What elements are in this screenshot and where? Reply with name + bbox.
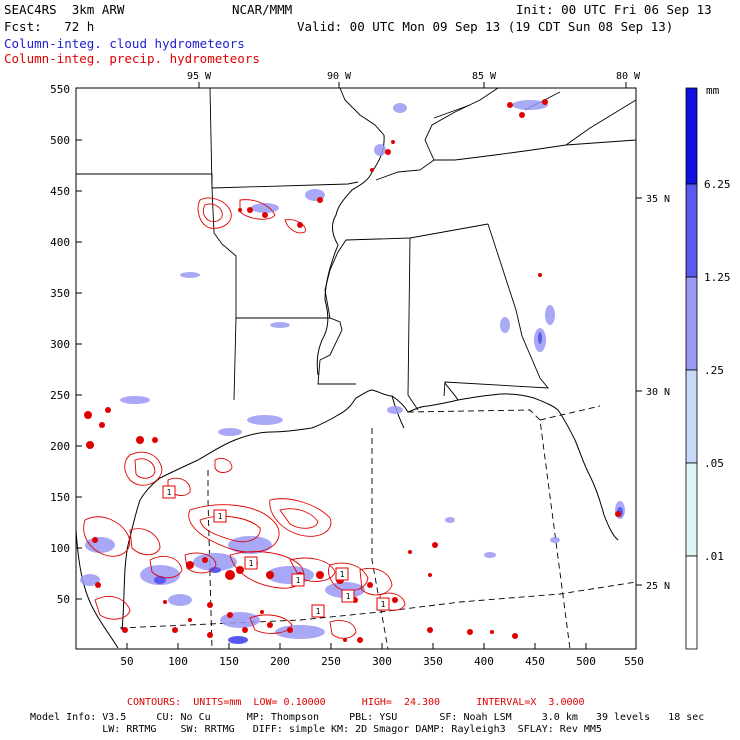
contour-label: 1: [249, 559, 254, 568]
x-tick-label: 400: [474, 655, 494, 668]
contour-label: 1: [296, 576, 301, 585]
contour-info: CONTOURS: UNITS=mm LOW= 0.10000 HIGH= 24…: [127, 697, 585, 708]
y-tick-label: 300: [50, 338, 70, 351]
x-tick-label: 550: [624, 655, 644, 668]
lat-label: 35 N: [646, 194, 670, 205]
y-tick-label: 500: [50, 134, 70, 147]
colorbar-label: .01: [704, 550, 724, 563]
y-tick-label: 400: [50, 236, 70, 249]
x-axis-ticks: [75, 88, 587, 649]
contour-label: 1: [218, 512, 223, 521]
x-tick-label: 450: [525, 655, 545, 668]
colorbar-label: 1.25: [704, 271, 731, 284]
map-frame: [75, 87, 637, 650]
colorbar-swatch: [685, 369, 698, 464]
y-tick-label: 250: [50, 389, 70, 402]
forecast-hour: Fcst: 72 h: [4, 19, 95, 34]
x-tick-label: 250: [321, 655, 341, 668]
colorbar-label: .25: [704, 364, 724, 377]
colorbar-swatch: [685, 555, 698, 650]
model-title: SEAC4RS 3km ARW: [4, 2, 125, 17]
y-tick-label: 350: [50, 287, 70, 300]
colorbar-swatch: [685, 183, 698, 278]
x-tick-label: 50: [120, 655, 133, 668]
lat-label: 30 N: [646, 387, 670, 398]
precip-contours: [83, 197, 406, 639]
x-tick-label: 350: [423, 655, 443, 668]
field-precip-label: Column-integ. precip. hydrometeors: [4, 51, 260, 66]
lon-label: 80 W: [616, 71, 641, 82]
colorbar-label: .05: [704, 457, 724, 470]
contour-label-boxes: [162, 485, 390, 618]
x-tick-label: 200: [270, 655, 290, 668]
y-tick-label: 550: [50, 83, 70, 96]
coastline: [75, 134, 619, 649]
model-info-line1: Model Info: V3.5 CU: No Cu MP: Thompson …: [30, 712, 705, 723]
y-tick-label: 100: [50, 542, 70, 555]
colorbar-labels: mm 6.25 1.25 .25 .05 .01: [704, 84, 731, 563]
x-tick-label: 150: [219, 655, 239, 668]
y-tick-label: 450: [50, 185, 70, 198]
contour-label: 1: [346, 592, 351, 601]
center-name: NCAR/MMM: [232, 2, 293, 17]
lon-label: 95 W: [187, 71, 212, 82]
contour-label: 1: [340, 570, 345, 579]
y-tick-label: 200: [50, 440, 70, 453]
lon-labels: 95 W 90 W 85 W 80 W: [187, 71, 641, 82]
model-info-line2: LW: RRTMG SW: RRTMG DIFF: simple KM: 2D …: [30, 724, 602, 735]
x-tick-label: 100: [168, 655, 188, 668]
x-tick-label: 500: [576, 655, 596, 668]
colorbar-swatch: [685, 462, 698, 557]
colorbar-unit: mm: [706, 84, 720, 97]
colorbar: [685, 87, 698, 650]
contour-label: 1: [167, 488, 172, 497]
init-time: Init: 00 UTC Fri 06 Sep 13: [516, 2, 712, 17]
field-cloud-label: Column-integ. cloud hydrometeors: [4, 36, 245, 51]
x-tick-labels: 50 100 150 200 250 300 350 400 450 500 5…: [120, 655, 644, 668]
y-tick-label: 50: [57, 593, 70, 606]
colorbar-swatch: [685, 87, 698, 185]
lonlat-ticks: [198, 82, 642, 586]
lat-labels: 35 N 30 N 25 N: [646, 194, 670, 592]
lon-label: 85 W: [472, 71, 497, 82]
offshore-boundaries: [119, 405, 637, 650]
contour-label: 1: [316, 607, 321, 616]
colorbar-label: 6.25: [704, 178, 731, 191]
x-tick-label: 300: [372, 655, 392, 668]
y-tick-label: 150: [50, 491, 70, 504]
y-axis-ticks: [76, 139, 82, 600]
state-boundaries: [76, 87, 637, 411]
lat-label: 25 N: [646, 581, 670, 592]
valid-time: Valid: 00 UTC Mon 09 Sep 13 (19 CDT Sun …: [297, 19, 674, 34]
y-tick-labels: 550 500 450 400 350 300 250 200 150 100 …: [50, 83, 70, 606]
colorbar-swatch: [685, 276, 698, 371]
contour-label: 1: [381, 600, 386, 609]
lon-label: 90 W: [327, 71, 352, 82]
contour-label-text: 1 1 1 1 1 1 1 1: [167, 488, 386, 616]
